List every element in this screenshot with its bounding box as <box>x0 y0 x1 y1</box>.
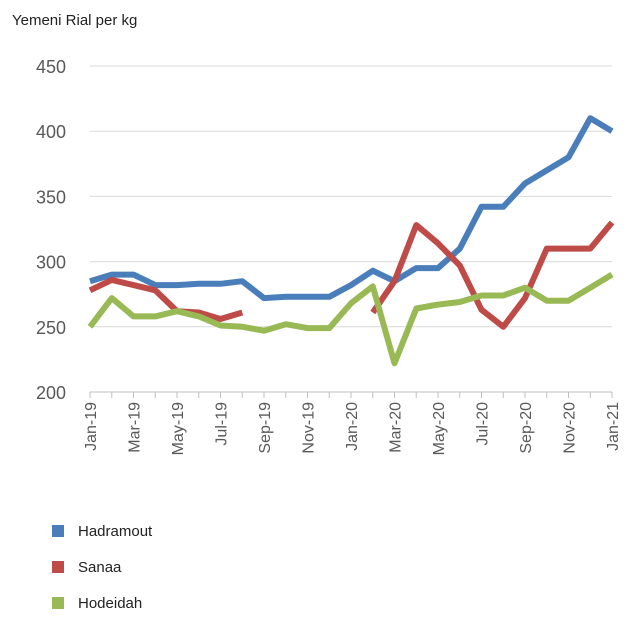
legend-swatch <box>52 525 64 537</box>
series-line-sanaa <box>370 220 615 330</box>
legend: Hadramout Sanaa Hodeidah <box>52 513 152 621</box>
series-line-hadramout <box>89 115 614 302</box>
legend-swatch <box>52 561 64 573</box>
x-tick-label: Mar-19 <box>127 402 144 453</box>
x-tick-label: Jul-20 <box>475 402 492 446</box>
x-tick-label: Nov-19 <box>301 402 318 454</box>
y-axis-ticks: 200 250 300 350 400 450 <box>36 57 66 403</box>
line-chart: 200 250 300 350 400 450 Jan-19 Mar-19 May-19 Jul… <box>36 57 622 455</box>
legend-swatch <box>52 597 64 609</box>
x-tick-label: Jan-20 <box>344 402 361 451</box>
x-tick-label: Nov-20 <box>562 402 579 454</box>
x-axis: Jan-19 Mar-19 May-19 Jul-19 Sep-19 Nov-19 Jan-… <box>83 392 622 455</box>
x-tick-label: May-20 <box>431 402 448 455</box>
y-tick-label: 350 <box>36 187 66 207</box>
y-tick-label: 450 <box>36 57 66 77</box>
legend-label: Hodeidah <box>78 594 143 612</box>
x-tick-label: Sep-20 <box>518 402 535 454</box>
y-tick-label: 200 <box>36 383 66 403</box>
x-tick-label: Sep-19 <box>257 402 274 454</box>
y-tick-label: 300 <box>36 253 66 273</box>
y-axis-label: Yemeni Rial per kg <box>12 12 138 29</box>
legend-label: Sanaa <box>78 558 122 576</box>
series-line-hodeidah <box>87 272 614 367</box>
series-line-sanaa <box>88 276 244 322</box>
legend-item-hadramout: Hadramout <box>52 513 152 549</box>
y-tick-label: 250 <box>36 318 66 338</box>
x-tick-label: Jan-19 <box>83 402 100 451</box>
legend-item-hodeidah: Hodeidah <box>52 585 152 621</box>
x-tick-label: Mar-20 <box>388 402 405 453</box>
x-tick-label: Jul-19 <box>214 402 231 446</box>
series-lines <box>87 115 615 367</box>
y-tick-label: 400 <box>36 122 66 142</box>
x-tick-label: Jan-21 <box>605 402 622 451</box>
x-tick-label: May-19 <box>170 402 187 455</box>
grid-lines <box>90 65 612 393</box>
legend-item-sanaa: Sanaa <box>52 549 152 585</box>
legend-label: Hadramout <box>78 522 153 540</box>
